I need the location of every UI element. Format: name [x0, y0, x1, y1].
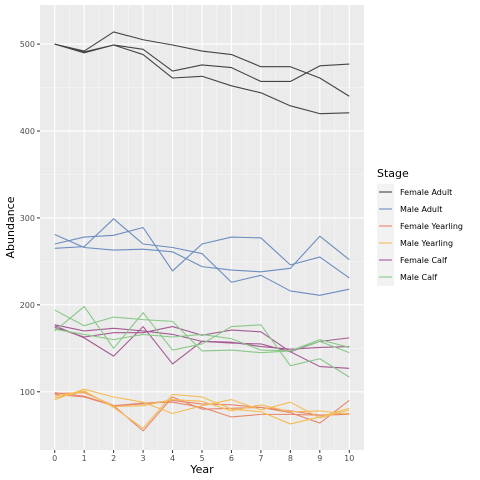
legend-title: Stage	[377, 167, 409, 180]
y-tick-label: 400	[20, 127, 35, 136]
x-tick-label: 10	[344, 454, 354, 463]
x-tick-label: 6	[229, 454, 234, 463]
series-line-male-calf	[54, 328, 350, 352]
series-line-male-yearling	[54, 391, 350, 415]
x-tick-label: 7	[258, 454, 263, 463]
axis-ticks: 0 1 2 3 4 5 6 7 8 9 10 100 200 300 400 500	[20, 40, 355, 463]
series-line-female-adult	[54, 43, 350, 83]
x-tick-label: 9	[317, 454, 322, 463]
y-tick-label: 200	[20, 301, 35, 310]
legend-label: Male Yearling	[400, 239, 453, 248]
series-line-female-yearling	[54, 393, 350, 418]
series-lines	[54, 31, 350, 432]
legend-label: Female Yearling	[400, 222, 463, 231]
x-axis-title: Year	[189, 463, 214, 476]
legend-label: Male Adult	[400, 205, 442, 214]
legend: Stage Female Adult Male Adult Female Yearl…	[377, 167, 463, 286]
series-line-male-adult	[54, 218, 350, 296]
x-tick-label: 2	[111, 454, 116, 463]
series-line-male-adult	[54, 233, 350, 273]
x-tick-label: 0	[52, 454, 57, 463]
legend-label: Female Adult	[400, 188, 452, 197]
x-tick-label: 8	[288, 454, 293, 463]
y-tick-label: 500	[20, 40, 35, 49]
y-tick-label: 100	[20, 388, 35, 397]
legend-label: Female Calf	[400, 256, 447, 265]
x-tick-label: 4	[170, 454, 175, 463]
series-line-male-yearling	[54, 388, 350, 419]
x-tick-label: 1	[82, 454, 87, 463]
x-tick-label: 5	[199, 454, 204, 463]
legend-label: Male Calf	[400, 273, 437, 282]
series-line-male-adult	[54, 226, 350, 279]
x-tick-label: 3	[141, 454, 146, 463]
series-line-female-adult	[54, 31, 350, 97]
y-axis-title: Abundance	[4, 196, 17, 258]
y-tick-label: 300	[20, 214, 35, 223]
series-line-female-calf	[54, 324, 350, 350]
series-line-male-calf	[54, 306, 350, 378]
